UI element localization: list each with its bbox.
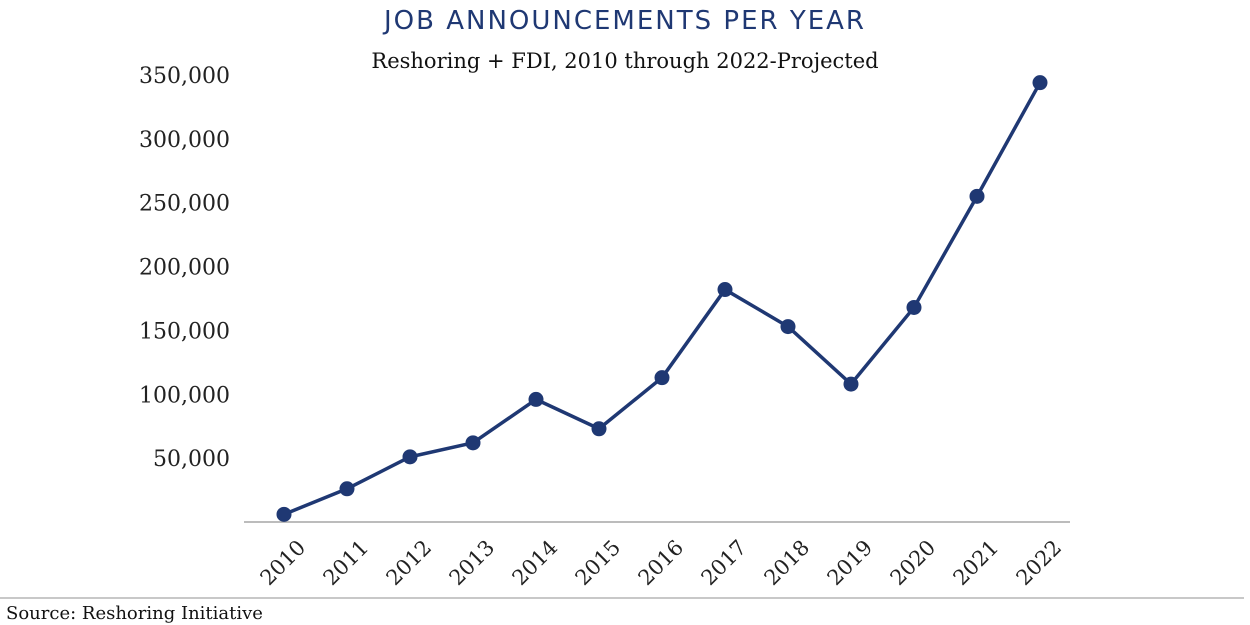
x-tick-label: 2015 [571,535,626,590]
x-tick-label: 2010 [256,535,311,590]
data-point-2014 [528,391,544,407]
data-point-2016 [654,370,670,386]
y-axis-ticks: 50,000 100,000 150,000 200,000 250,000 300,00… [139,64,230,472]
source-note: Source: Reshoring Initiative [6,603,263,624]
data-points [276,75,1048,522]
x-tick-label: 2018 [760,535,815,590]
y-tick-label: 50,000 [153,447,230,472]
data-point-2020 [906,299,922,315]
x-tick-label: 2013 [445,535,500,590]
x-tick-label: 2020 [886,535,941,590]
data-point-2012 [402,449,418,465]
x-axis-ticks: 2010 2011 2012 2013 2014 2015 2016 2017 2018 2019… [256,535,1067,590]
data-point-2019 [843,376,859,392]
x-tick-label: 2022 [1012,535,1067,590]
y-tick-label: 200,000 [139,256,230,281]
x-tick-label: 2017 [697,535,752,590]
y-tick-label: 350,000 [139,64,230,89]
x-tick-label: 2019 [823,535,878,590]
data-point-2015 [591,421,607,437]
x-tick-label: 2014 [508,535,563,590]
data-point-2021 [969,188,985,204]
data-point-2017 [717,282,733,298]
y-tick-label: 300,000 [139,128,230,153]
y-tick-label: 150,000 [139,319,230,344]
x-tick-label: 2012 [382,535,437,590]
x-tick-label: 2011 [319,535,374,590]
x-tick-label: 2021 [949,535,1004,590]
y-tick-label: 100,000 [139,383,230,408]
data-point-2010 [276,506,292,522]
data-point-2011 [339,481,355,497]
data-point-2018 [780,319,796,335]
x-tick-label: 2016 [634,535,689,590]
y-tick-label: 250,000 [139,192,230,217]
chart-title: JOB ANNOUNCEMENTS PER YEAR [382,6,866,36]
chart-subtitle: Reshoring + FDI, 2010 through 2022-Proje… [371,49,878,73]
series-line [283,81,1042,516]
data-point-2013 [465,435,481,451]
data-point-2022 [1032,75,1048,91]
